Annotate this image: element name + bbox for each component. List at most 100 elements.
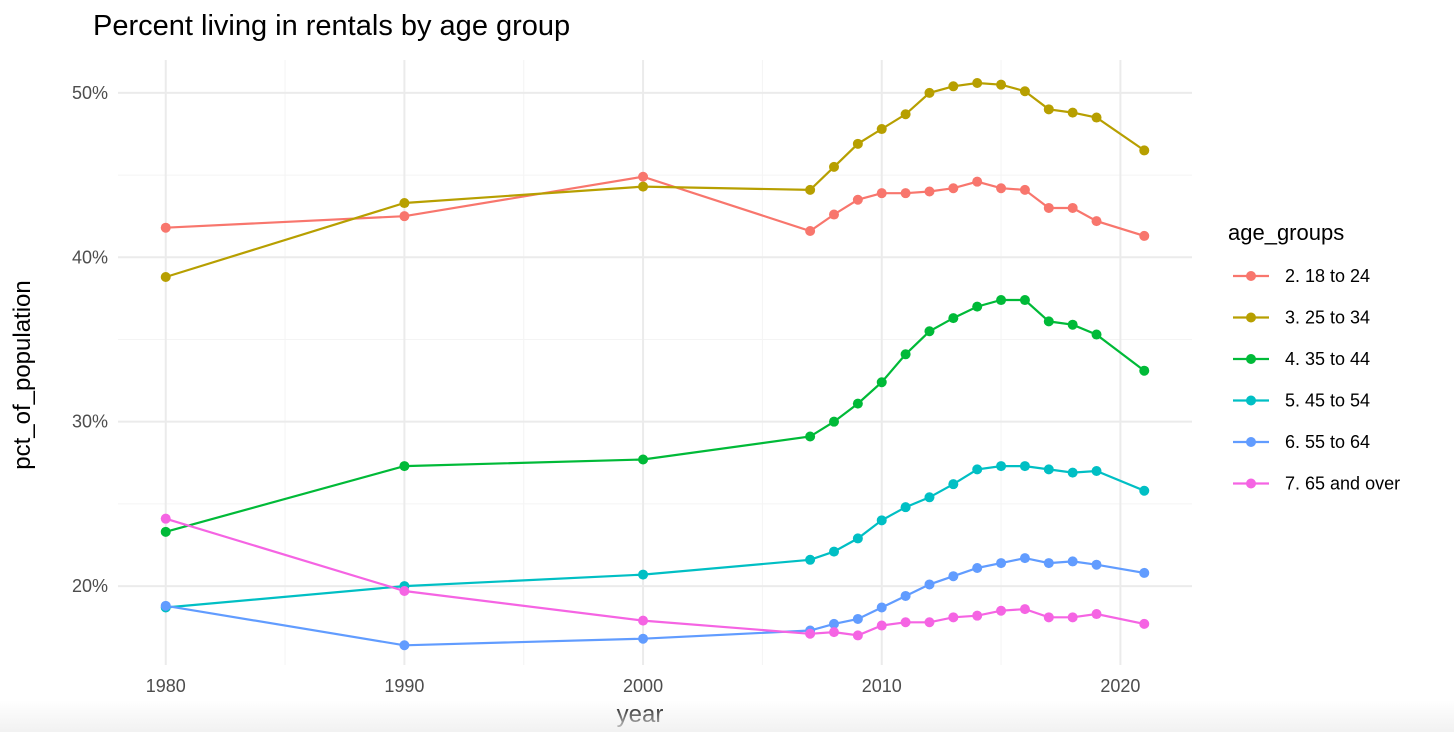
data-point (852, 533, 863, 544)
data-point (876, 188, 887, 199)
legend-item: 2. 18 to 24 (1233, 266, 1370, 286)
data-point (399, 211, 410, 222)
data-point (638, 569, 649, 580)
legend-key-point (1246, 478, 1256, 489)
data-point (972, 563, 983, 574)
data-point (924, 326, 935, 337)
legend-item: 6. 55 to 64 (1233, 432, 1370, 452)
data-point (1067, 319, 1078, 330)
data-point (805, 431, 816, 442)
data-point (1019, 86, 1030, 97)
data-point (1019, 553, 1030, 564)
data-point (638, 633, 649, 644)
legend-title: age_groups (1228, 220, 1344, 245)
data-point (876, 377, 887, 388)
data-point (996, 79, 1007, 90)
data-point (1019, 461, 1030, 472)
data-point (1043, 202, 1054, 213)
data-point (900, 188, 911, 199)
legend-key-point (1246, 271, 1256, 281)
x-tick-label: 2000 (623, 676, 663, 696)
data-point (399, 640, 410, 651)
data-point (829, 161, 839, 172)
data-point (900, 590, 911, 601)
data-point (1043, 612, 1054, 623)
data-point (876, 602, 887, 613)
series-layer (160, 78, 1150, 651)
data-point (1019, 604, 1030, 615)
data-point (1139, 618, 1150, 629)
data-point (829, 209, 839, 220)
series-line (165, 517, 1145, 637)
legend-label: 2. 18 to 24 (1285, 266, 1370, 286)
data-point (900, 617, 911, 628)
legend-label: 6. 55 to 64 (1285, 432, 1370, 452)
data-point (948, 571, 959, 582)
data-point (1067, 467, 1078, 478)
series-5-45-to-54 (160, 461, 1150, 613)
data-point (1139, 485, 1150, 496)
legend-label: 5. 45 to 54 (1285, 391, 1370, 411)
data-point (876, 620, 887, 631)
data-point (1139, 230, 1150, 241)
data-point (1043, 316, 1054, 327)
legend-item: 4. 35 to 44 (1233, 349, 1370, 369)
data-point (805, 225, 816, 236)
y-tick-label: 40% (72, 247, 108, 267)
data-point (1139, 145, 1150, 156)
x-tick-label: 1980 (146, 676, 186, 696)
data-point (1067, 202, 1078, 213)
axes: 1980 1990 2000 2010 2020 20% 30% 40% 50% (72, 83, 1140, 696)
data-point (160, 222, 171, 233)
data-point (996, 605, 1007, 616)
series-line (165, 298, 1145, 533)
data-point (1091, 216, 1102, 227)
data-point (1019, 184, 1030, 195)
data-point (852, 613, 863, 624)
data-point (1139, 567, 1150, 578)
data-point (805, 554, 816, 565)
data-point (972, 464, 983, 475)
data-point (1043, 464, 1054, 475)
data-point (399, 586, 410, 597)
data-point (876, 124, 887, 135)
data-point (948, 183, 959, 194)
data-point (805, 184, 816, 195)
data-point (996, 295, 1007, 306)
data-point (972, 301, 983, 312)
data-point (1043, 104, 1054, 115)
y-axis-title: pct_of_population (9, 280, 36, 470)
data-point (996, 461, 1007, 472)
data-point (638, 181, 649, 192)
data-point (829, 416, 839, 427)
data-point (852, 630, 863, 641)
legend-item: 3. 25 to 34 (1233, 308, 1370, 328)
data-point (160, 272, 171, 283)
data-point (1091, 329, 1102, 340)
data-point (900, 502, 911, 513)
data-point (160, 513, 171, 524)
legend-label: 4. 35 to 44 (1285, 349, 1370, 369)
data-point (972, 610, 983, 621)
series-2-18-to-24 (160, 171, 1150, 241)
data-point (638, 171, 649, 182)
data-point (829, 546, 839, 557)
data-point (1067, 556, 1078, 567)
y-tick-label: 30% (72, 412, 108, 432)
data-point (948, 479, 959, 490)
data-point (972, 176, 983, 187)
data-point (852, 138, 863, 149)
data-point (948, 313, 959, 324)
data-point (996, 183, 1007, 194)
series-line (165, 556, 1145, 647)
data-point (948, 612, 959, 623)
legend-label: 3. 25 to 34 (1285, 308, 1370, 328)
data-point (948, 81, 959, 92)
data-point (399, 198, 410, 209)
data-point (1091, 112, 1102, 123)
data-point (829, 627, 839, 638)
data-point (852, 194, 863, 205)
series-4-35-to-44 (160, 295, 1150, 537)
